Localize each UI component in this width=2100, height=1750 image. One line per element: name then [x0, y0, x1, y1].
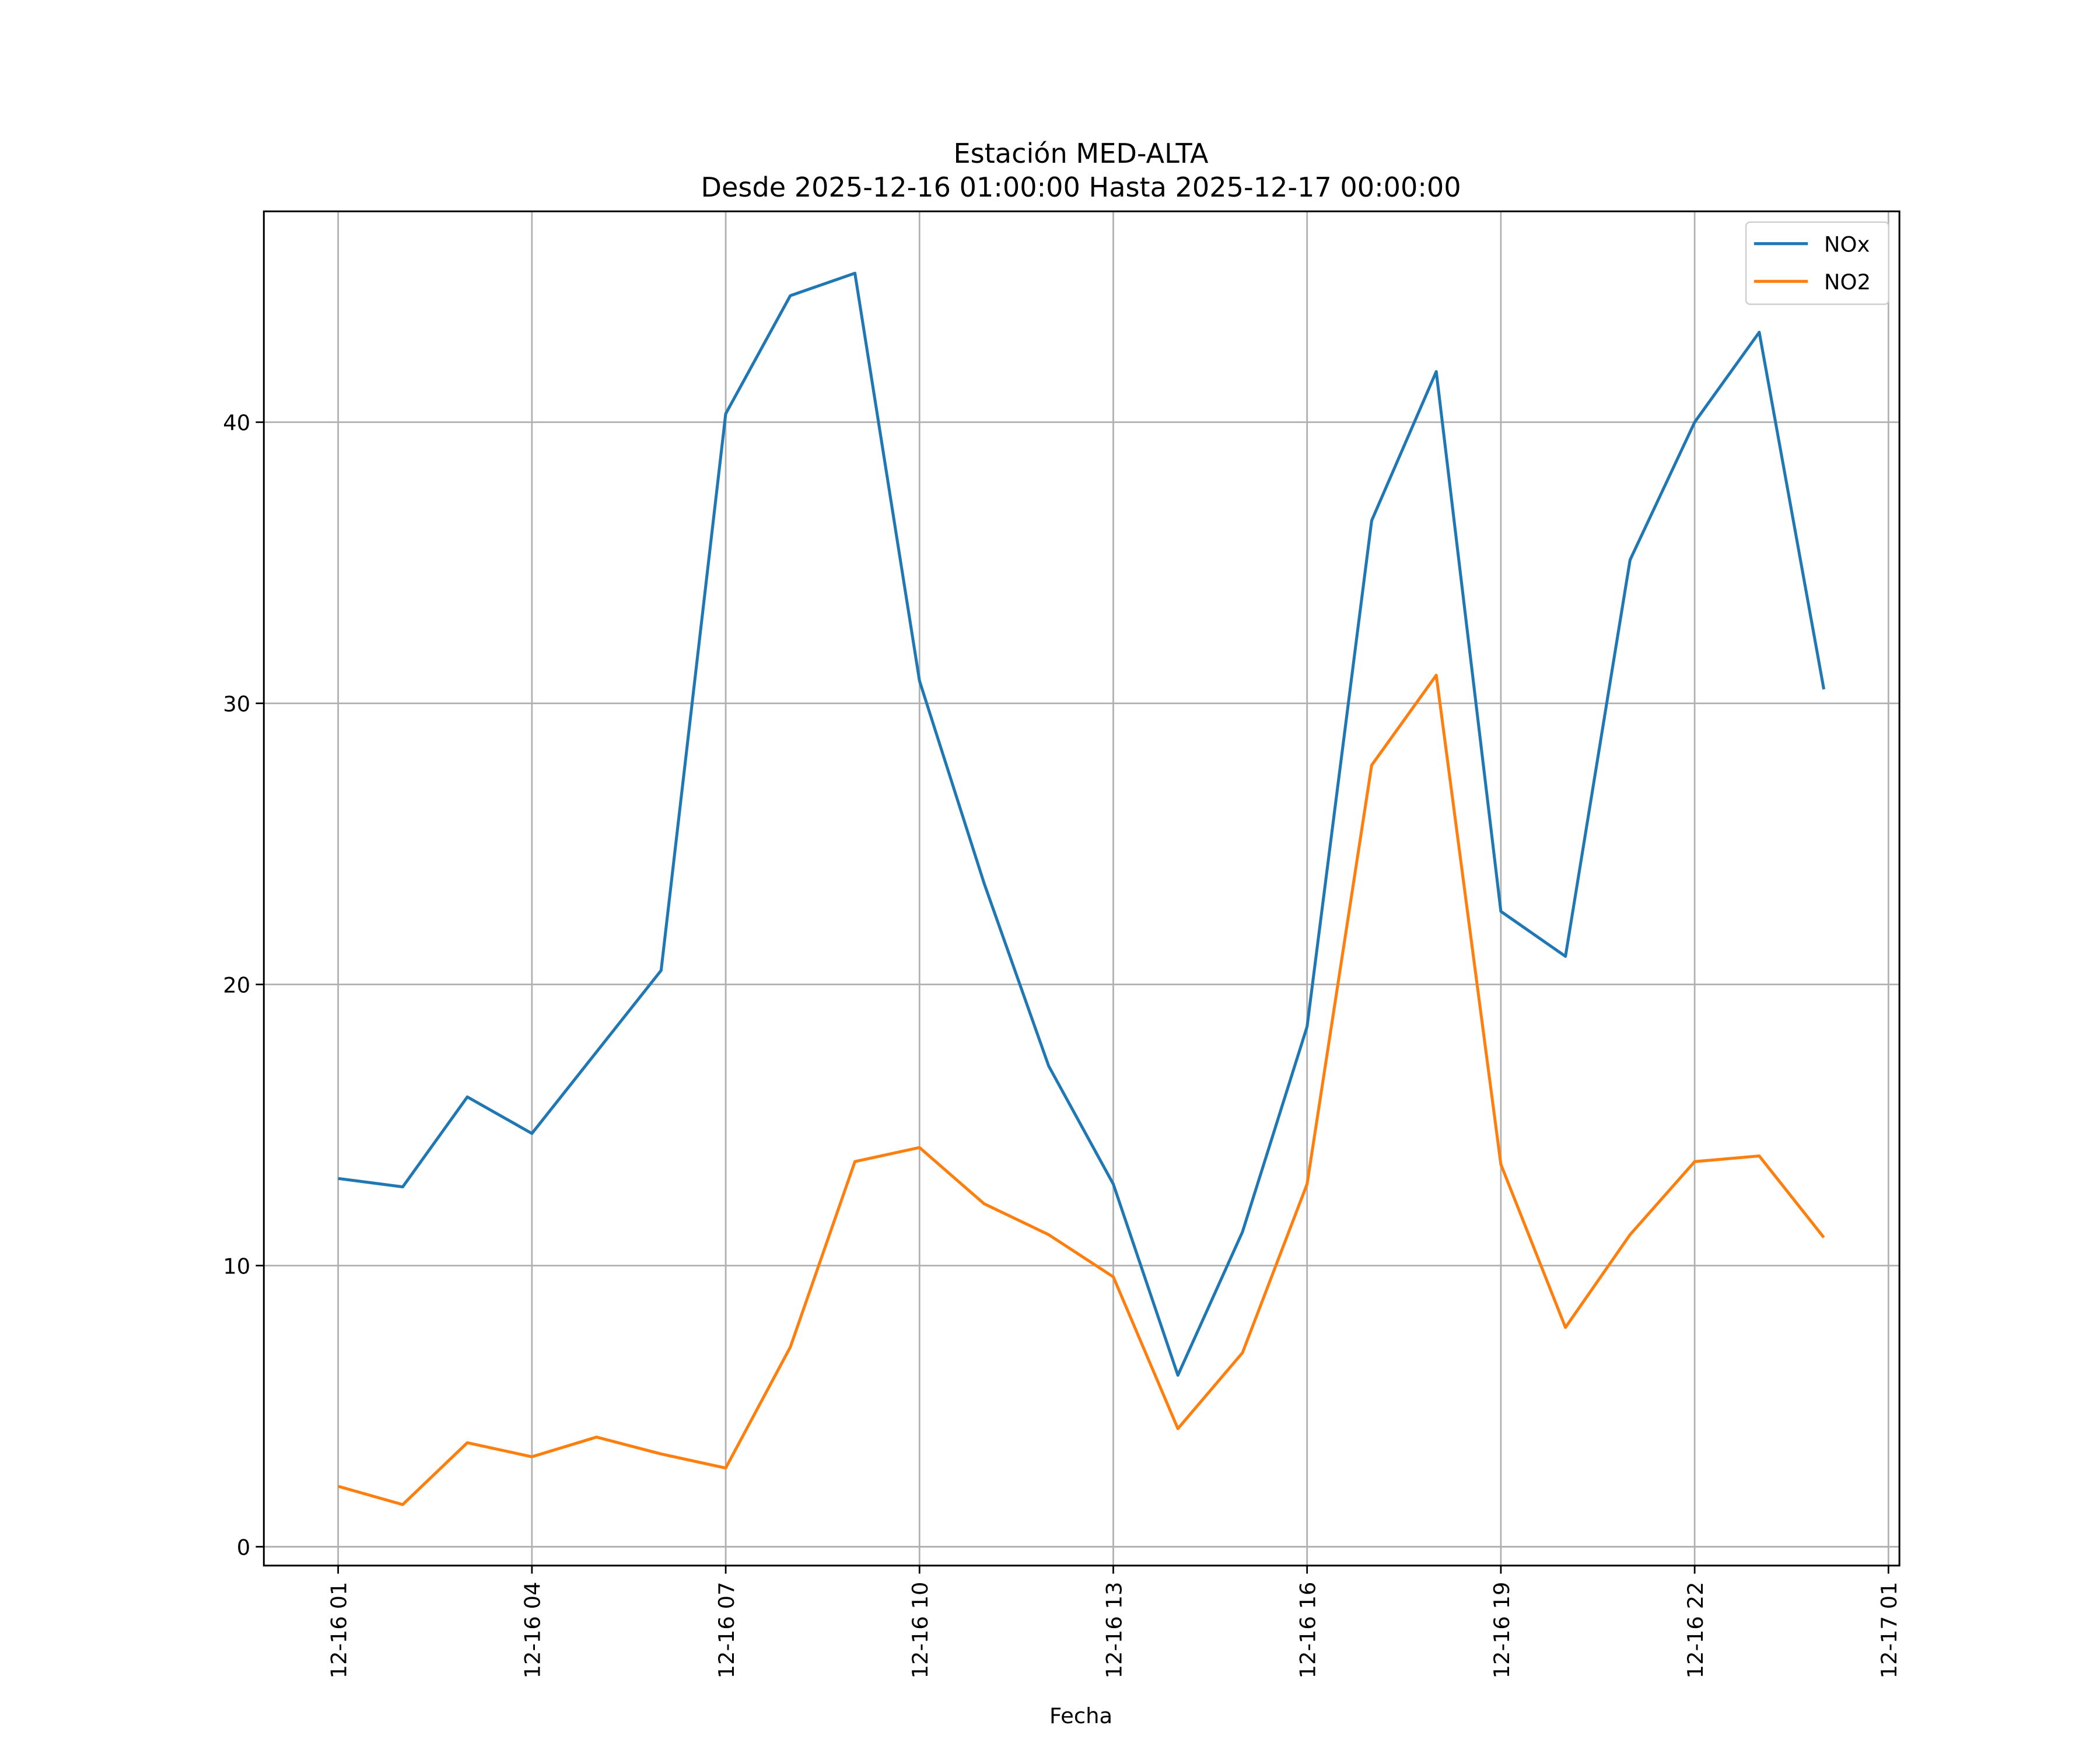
series-line-nox [338, 271, 1826, 1377]
chart-subtitle: Desde 2025-12-16 01:00:00 Hasta 2025-12-… [701, 172, 1461, 203]
y-tick-label: 0 [237, 1535, 250, 1560]
chart-title: Estación MED-ALTA [954, 138, 1209, 169]
legend: NOx NO2 [1745, 221, 1889, 305]
series-line-no2 [337, 673, 1825, 1506]
gridlines [264, 211, 1900, 1566]
x-tick-label: 12-16 10 [908, 1582, 933, 1679]
legend-label-no2: NO2 [1824, 270, 1871, 295]
legend-label-nox: NOx [1824, 232, 1870, 257]
x-tick-label: 12-16 16 [1296, 1582, 1321, 1679]
x-tick-label: 12-16 07 [714, 1582, 739, 1679]
y-tick-label: 30 [223, 692, 250, 717]
series-lines [337, 271, 1826, 1506]
x-tick-label: 12-16 22 [1683, 1582, 1708, 1679]
x-tick-label: 12-16 01 [327, 1582, 352, 1679]
x-axis-label: Fecha [1049, 1703, 1112, 1728]
x-tick-label: 12-16 04 [520, 1582, 545, 1679]
plot-frame [262, 210, 1901, 1567]
y-tick-label: 40 [223, 411, 250, 436]
y-tick-label: 10 [223, 1254, 250, 1279]
axis-ticks: 12-16 01 12-16 04 12-16 07 12-16 10 12-16 13… [223, 411, 1902, 1679]
x-tick-label: 12-16 13 [1101, 1582, 1126, 1679]
x-tick-label: 12-16 19 [1489, 1582, 1514, 1679]
x-tick-label: 12-17 01 [1877, 1582, 1902, 1679]
y-tick-label: 20 [223, 973, 250, 998]
